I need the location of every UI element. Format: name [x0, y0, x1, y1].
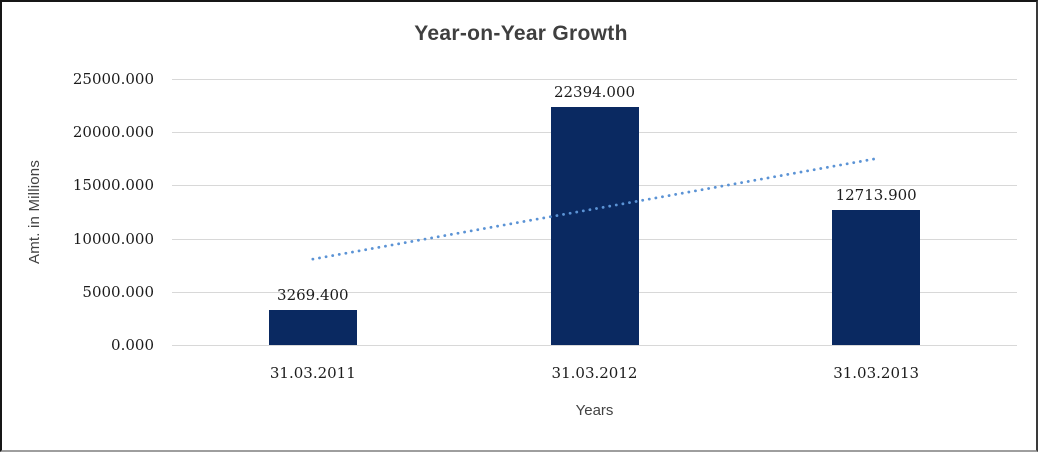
y-tick-label: 20000.000: [72, 123, 154, 142]
plot-area: 3269.400 22394.000 12713.900 31.03.2011 31.…: [172, 79, 1017, 382]
bar-31.03.2012: [550, 106, 639, 345]
gridline: [172, 345, 1017, 346]
bar-data-label: 22394.000: [553, 82, 636, 101]
y-tick-label: 0.000: [111, 336, 154, 354]
bar-data-label: 12713.900: [835, 185, 917, 204]
y-tick-label: 15000.000: [72, 176, 154, 195]
trendline: [311, 157, 878, 261]
x-tick-label: 31.03.2011: [269, 364, 356, 382]
bar-31.03.2013: [832, 209, 921, 345]
bar-data-label: 3269.400: [277, 286, 349, 305]
x-tick-label: 31.03.2012: [551, 364, 638, 382]
chart-title: Year-on-Year Growth: [414, 22, 628, 45]
y-tick-label: 5000.000: [82, 282, 154, 301]
y-tick-label: 25000.000: [72, 70, 154, 88]
gridline: [172, 79, 1017, 80]
bar-31.03.2011: [268, 310, 357, 345]
x-axis-title: Years: [575, 402, 614, 419]
x-tick-label: 31.03.2013: [833, 364, 920, 382]
y-axis-title: Amt. in Millions: [26, 159, 43, 265]
y-tick-label: 10000.000: [72, 229, 154, 248]
